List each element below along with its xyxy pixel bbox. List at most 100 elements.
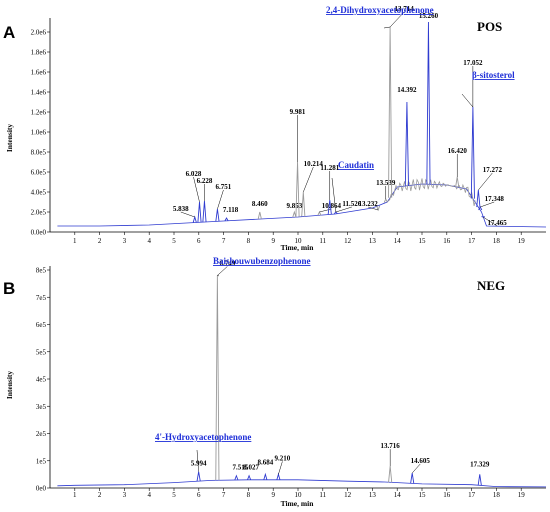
x-tick-label: 6 [197, 237, 201, 245]
x-tick-label: 9 [271, 491, 275, 499]
x-tick-label: 14 [394, 491, 402, 499]
peak-8.684 [263, 472, 268, 480]
peak-label: 13.539 [376, 179, 396, 187]
y-tick-label: 7e5 [36, 294, 47, 302]
peak-label: 9.981 [290, 108, 306, 116]
peak-8.460 [257, 211, 262, 220]
y-tick-label: 2.0e5 [31, 209, 47, 217]
x-tick-label: 5 [172, 237, 176, 245]
peak-label: 9.853 [286, 202, 302, 210]
peak-leader [478, 172, 493, 191]
peak-label: 7.515 [232, 464, 248, 472]
peak-leader [368, 206, 379, 211]
peak-6.749 [215, 275, 220, 481]
peak-10.864 [317, 210, 322, 216]
peak-label: 13.232 [359, 200, 379, 208]
peak-label: 10.214 [304, 160, 324, 168]
peak-label: 6.749 [220, 259, 236, 267]
peak-label: 11.281 [320, 164, 339, 172]
chromatogram-hump [387, 178, 476, 206]
peak-10.214 [301, 191, 306, 217]
peak-9.210 [276, 472, 281, 480]
peak-14.392 [404, 101, 409, 186]
chromatogram-baseline [57, 479, 547, 488]
peak-5.838 [192, 215, 197, 223]
compound-leader [217, 275, 220, 277]
compound-label: Caudatin [338, 160, 374, 170]
peak-13.539 [383, 197, 388, 203]
y-tick-label: 1.4e6 [31, 89, 47, 97]
x-tick-label: 13 [369, 237, 377, 245]
peak-17.272 [476, 189, 481, 208]
peak-leader [193, 176, 200, 203]
y-tick-label: 2.0e6 [31, 29, 47, 37]
peak-label: 14.605 [411, 457, 431, 465]
peak-label: 13.716 [381, 442, 401, 450]
y-tick-label: 1.2e6 [31, 109, 47, 117]
y-tick-label: 2e5 [36, 430, 47, 438]
panel-b-chromatogram: B NEG Intensity Time, min 0e0 1e5 2e5 3e5 4e… [3, 256, 547, 508]
compound-label: 2,4-Dihydroxyacetophenone [326, 5, 434, 15]
peak-leader [319, 208, 332, 213]
peak-leader [303, 166, 314, 193]
x-tick-label: 9 [271, 237, 275, 245]
x-tick-label: 6 [197, 491, 201, 499]
y-tick-label: 8e5 [36, 267, 47, 275]
peak-8.027 [247, 474, 252, 480]
x-tick-label: 7 [222, 237, 226, 245]
x-tick-label: 16 [443, 237, 451, 245]
peak-13.714 [388, 26, 393, 198]
peak-label: 16.420 [448, 147, 468, 155]
compound-leader [383, 26, 391, 29]
peak-leader [480, 201, 495, 208]
peak-6.228 [202, 200, 207, 223]
peak-6.028 [197, 201, 202, 223]
peak-label: 14.392 [397, 86, 417, 94]
peak-5.994 [196, 471, 201, 482]
y-tick-label: 1e5 [36, 457, 47, 465]
peak-6.751 [215, 208, 220, 222]
peak-label: 6.228 [197, 177, 213, 185]
x-tick-label: 18 [493, 491, 501, 499]
peak-7.515 [234, 474, 239, 481]
compound-leader [461, 93, 474, 108]
peak-label: 5.994 [191, 460, 207, 468]
peak-leader [217, 189, 224, 210]
peak-label: 11.526 [342, 200, 361, 208]
panel-a-mode: POS [477, 19, 502, 34]
peak-leader [389, 11, 405, 28]
peak-label: 17.329 [470, 460, 490, 468]
compound-leader [331, 177, 337, 213]
peak-17.052 [470, 106, 475, 199]
y-tick-label: 5e5 [36, 348, 47, 356]
y-tick-label: 1.8e6 [31, 49, 47, 57]
x-tick-label: 15 [419, 237, 427, 245]
y-tick-label: 6.0e5 [31, 169, 47, 177]
compound-label: 4'-Hydroxyacetophenone [155, 432, 251, 442]
peak-9.853 [292, 210, 297, 218]
x-tick-label: 19 [518, 491, 526, 499]
panel-b-letter: B [3, 279, 15, 298]
peak-13.716 [388, 466, 393, 483]
peak-label: 15.260 [419, 12, 439, 20]
panel-a-ylabel: Intensity [5, 124, 14, 153]
panel-b-xlabel: Time, min [281, 499, 315, 508]
x-tick-label: 8 [247, 491, 251, 499]
x-tick-label: 13 [369, 491, 377, 499]
x-tick-label: 2 [98, 237, 102, 245]
panel-a-xlabel: Time, min [281, 243, 315, 252]
peak-label: 6.751 [216, 183, 232, 191]
peak-leader [412, 463, 421, 474]
peak-15.260 [426, 21, 431, 185]
panel-b-mode: NEG [477, 278, 505, 293]
y-tick-label: 6e5 [36, 321, 47, 329]
x-tick-label: 16 [443, 491, 451, 499]
peak-label: 17.272 [483, 166, 503, 174]
panel-a-axes: 0.0e0 2.0e5 4.0e5 6.0e5 8.0e5 1.0e6 1.2e6 1.4e6… [31, 18, 546, 245]
y-tick-label: 4e5 [36, 376, 47, 384]
x-tick-label: 18 [493, 237, 501, 245]
y-tick-label: 4.0e5 [31, 189, 47, 197]
